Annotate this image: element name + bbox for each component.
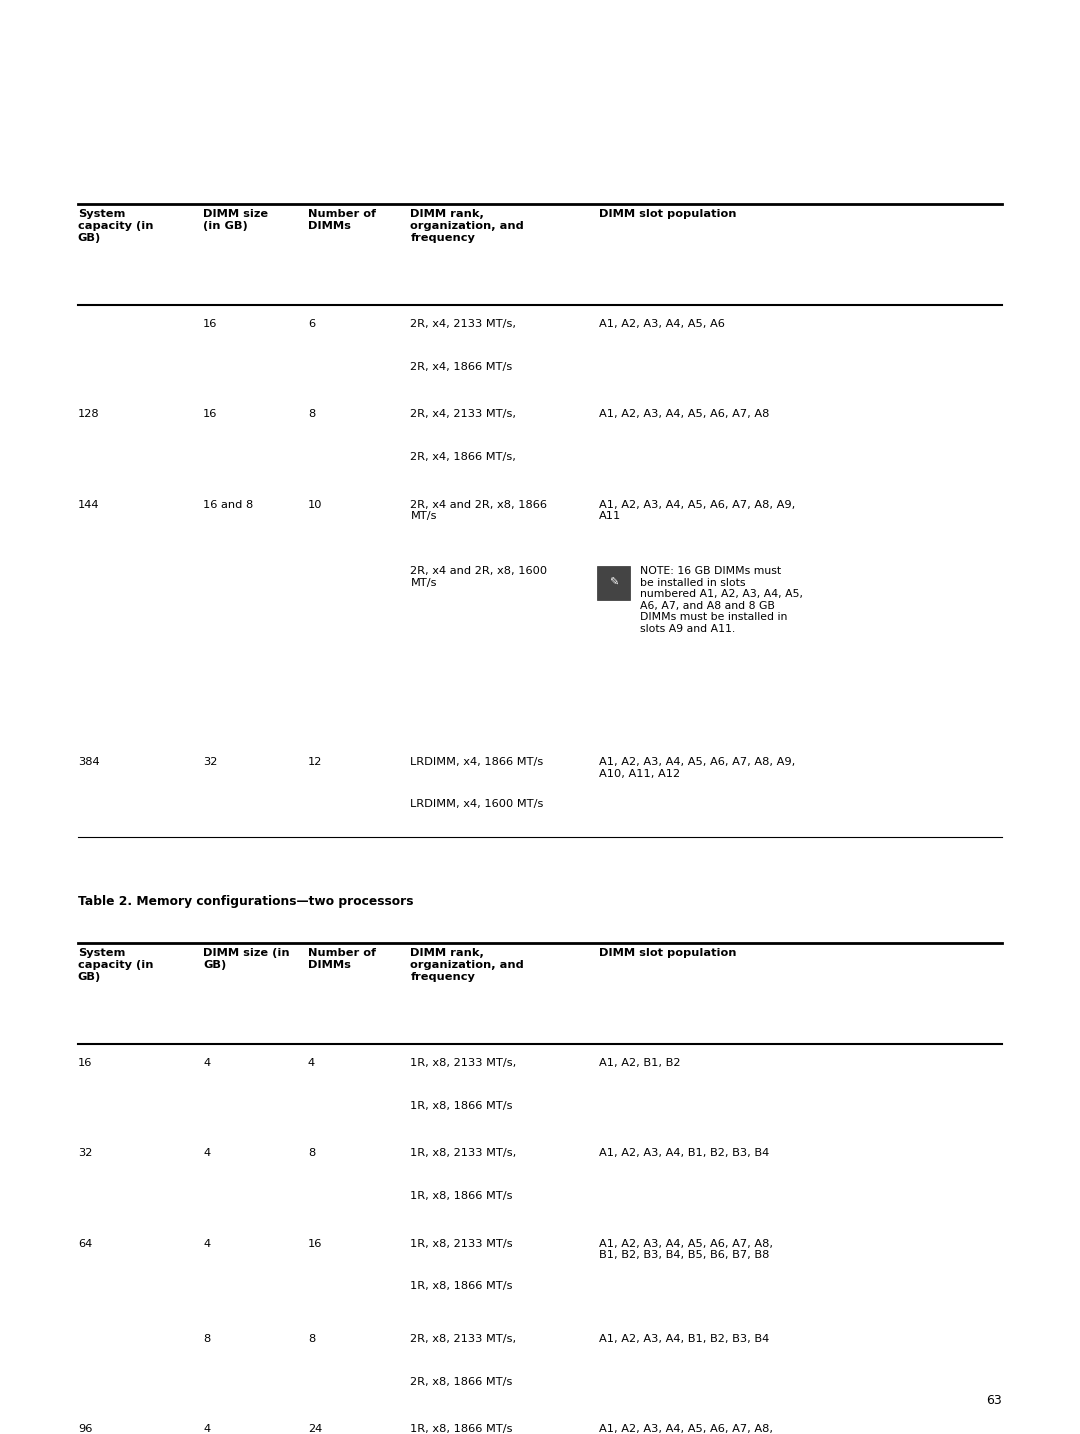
Text: 96: 96 [78,1424,92,1434]
Text: 2R, x4, 1866 MT/s,: 2R, x4, 1866 MT/s, [410,452,516,462]
Text: 8: 8 [308,1149,315,1159]
Text: 4: 4 [203,1424,211,1434]
Text: 1R, x8, 2133 MT/s,: 1R, x8, 2133 MT/s, [410,1149,516,1159]
Text: 384: 384 [78,757,99,767]
Text: 8: 8 [308,410,315,419]
Text: 4: 4 [308,1058,315,1068]
Text: 32: 32 [203,757,217,767]
Text: System
capacity (in
GB): System capacity (in GB) [78,209,153,242]
Text: 63: 63 [986,1394,1002,1407]
Text: A1, A2, A3, A4, A5, A6: A1, A2, A3, A4, A5, A6 [599,320,726,330]
Text: 8: 8 [308,1334,315,1344]
Text: 16 and 8: 16 and 8 [203,499,254,509]
Text: 16: 16 [203,320,217,330]
Text: 2R, x8, 1866 MT/s: 2R, x8, 1866 MT/s [410,1377,513,1387]
Text: Number of
DIMMs: Number of DIMMs [308,209,376,231]
Text: 1R, x8, 2133 MT/s: 1R, x8, 2133 MT/s [410,1239,513,1249]
Text: 4: 4 [203,1239,211,1249]
Text: DIMM slot population: DIMM slot population [599,948,737,958]
Text: NOTE: 16 GB DIMMs must
be installed in slots
numbered A1, A2, A3, A4, A5,
A6, A7: NOTE: 16 GB DIMMs must be installed in s… [640,566,804,634]
Text: A1, A2, A3, A4, A5, A6, A7, A8,
A9, A10, A11, A12, B1, B2, B3, B4,
B5, B6, B7, B: A1, A2, A3, A4, A5, A6, A7, A8, A9, A10,… [599,1424,795,1434]
Text: 12: 12 [308,757,322,767]
Text: DIMM rank,
organization, and
frequency: DIMM rank, organization, and frequency [410,209,524,242]
Text: A1, A2, A3, A4, B1, B2, B3, B4: A1, A2, A3, A4, B1, B2, B3, B4 [599,1149,770,1159]
Text: Table 2. Memory configurations—two processors: Table 2. Memory configurations—two proce… [78,895,414,908]
Text: 16: 16 [203,410,217,419]
Text: 2R, x8, 2133 MT/s,: 2R, x8, 2133 MT/s, [410,1334,516,1344]
Text: 4: 4 [203,1149,211,1159]
Text: 1R, x8, 1866 MT/s: 1R, x8, 1866 MT/s [410,1424,513,1434]
Text: 1R, x8, 1866 MT/s: 1R, x8, 1866 MT/s [410,1190,513,1200]
Text: 4: 4 [203,1058,211,1068]
Text: LRDIMM, x4, 1600 MT/s: LRDIMM, x4, 1600 MT/s [410,799,543,809]
Text: 32: 32 [78,1149,92,1159]
FancyBboxPatch shape [597,566,630,601]
Text: A1, A2, B1, B2: A1, A2, B1, B2 [599,1058,680,1068]
Text: A1, A2, A3, A4, A5, A6, A7, A8, A9,
A11: A1, A2, A3, A4, A5, A6, A7, A8, A9, A11 [599,499,796,521]
Text: A1, A2, A3, A4, A5, A6, A7, A8: A1, A2, A3, A4, A5, A6, A7, A8 [599,410,770,419]
Text: A1, A2, A3, A4, B1, B2, B3, B4: A1, A2, A3, A4, B1, B2, B3, B4 [599,1334,770,1344]
Text: 64: 64 [78,1239,92,1249]
Text: DIMM slot population: DIMM slot population [599,209,737,219]
Text: 1R, x8, 2133 MT/s,: 1R, x8, 2133 MT/s, [410,1058,516,1068]
Text: 2R, x4 and 2R, x8, 1600
MT/s: 2R, x4 and 2R, x8, 1600 MT/s [410,566,548,588]
Text: 1R, x8, 1866 MT/s: 1R, x8, 1866 MT/s [410,1101,513,1111]
Text: 16: 16 [78,1058,92,1068]
Text: Number of
DIMMs: Number of DIMMs [308,948,376,969]
Text: 16: 16 [308,1239,322,1249]
Text: 24: 24 [308,1424,322,1434]
Text: LRDIMM, x4, 1866 MT/s: LRDIMM, x4, 1866 MT/s [410,757,543,767]
Text: ✎: ✎ [609,578,618,588]
Text: DIMM size (in
GB): DIMM size (in GB) [203,948,289,969]
Text: A1, A2, A3, A4, A5, A6, A7, A8,
B1, B2, B3, B4, B5, B6, B7, B8: A1, A2, A3, A4, A5, A6, A7, A8, B1, B2, … [599,1239,773,1260]
Text: 144: 144 [78,499,99,509]
Text: A1, A2, A3, A4, A5, A6, A7, A8, A9,
A10, A11, A12: A1, A2, A3, A4, A5, A6, A7, A8, A9, A10,… [599,757,796,779]
Text: 6: 6 [308,320,315,330]
Text: DIMM size
(in GB): DIMM size (in GB) [203,209,268,231]
Text: 2R, x4, 2133 MT/s,: 2R, x4, 2133 MT/s, [410,410,516,419]
Text: 10: 10 [308,499,322,509]
Text: 1R, x8, 1866 MT/s: 1R, x8, 1866 MT/s [410,1281,513,1291]
Text: System
capacity (in
GB): System capacity (in GB) [78,948,153,982]
Text: 2R, x4, 1866 MT/s: 2R, x4, 1866 MT/s [410,361,513,371]
Text: DIMM rank,
organization, and
frequency: DIMM rank, organization, and frequency [410,948,524,982]
Text: 128: 128 [78,410,99,419]
Text: 2R, x4, 2133 MT/s,: 2R, x4, 2133 MT/s, [410,320,516,330]
Text: 8: 8 [203,1334,211,1344]
Text: 2R, x4 and 2R, x8, 1866
MT/s: 2R, x4 and 2R, x8, 1866 MT/s [410,499,548,521]
